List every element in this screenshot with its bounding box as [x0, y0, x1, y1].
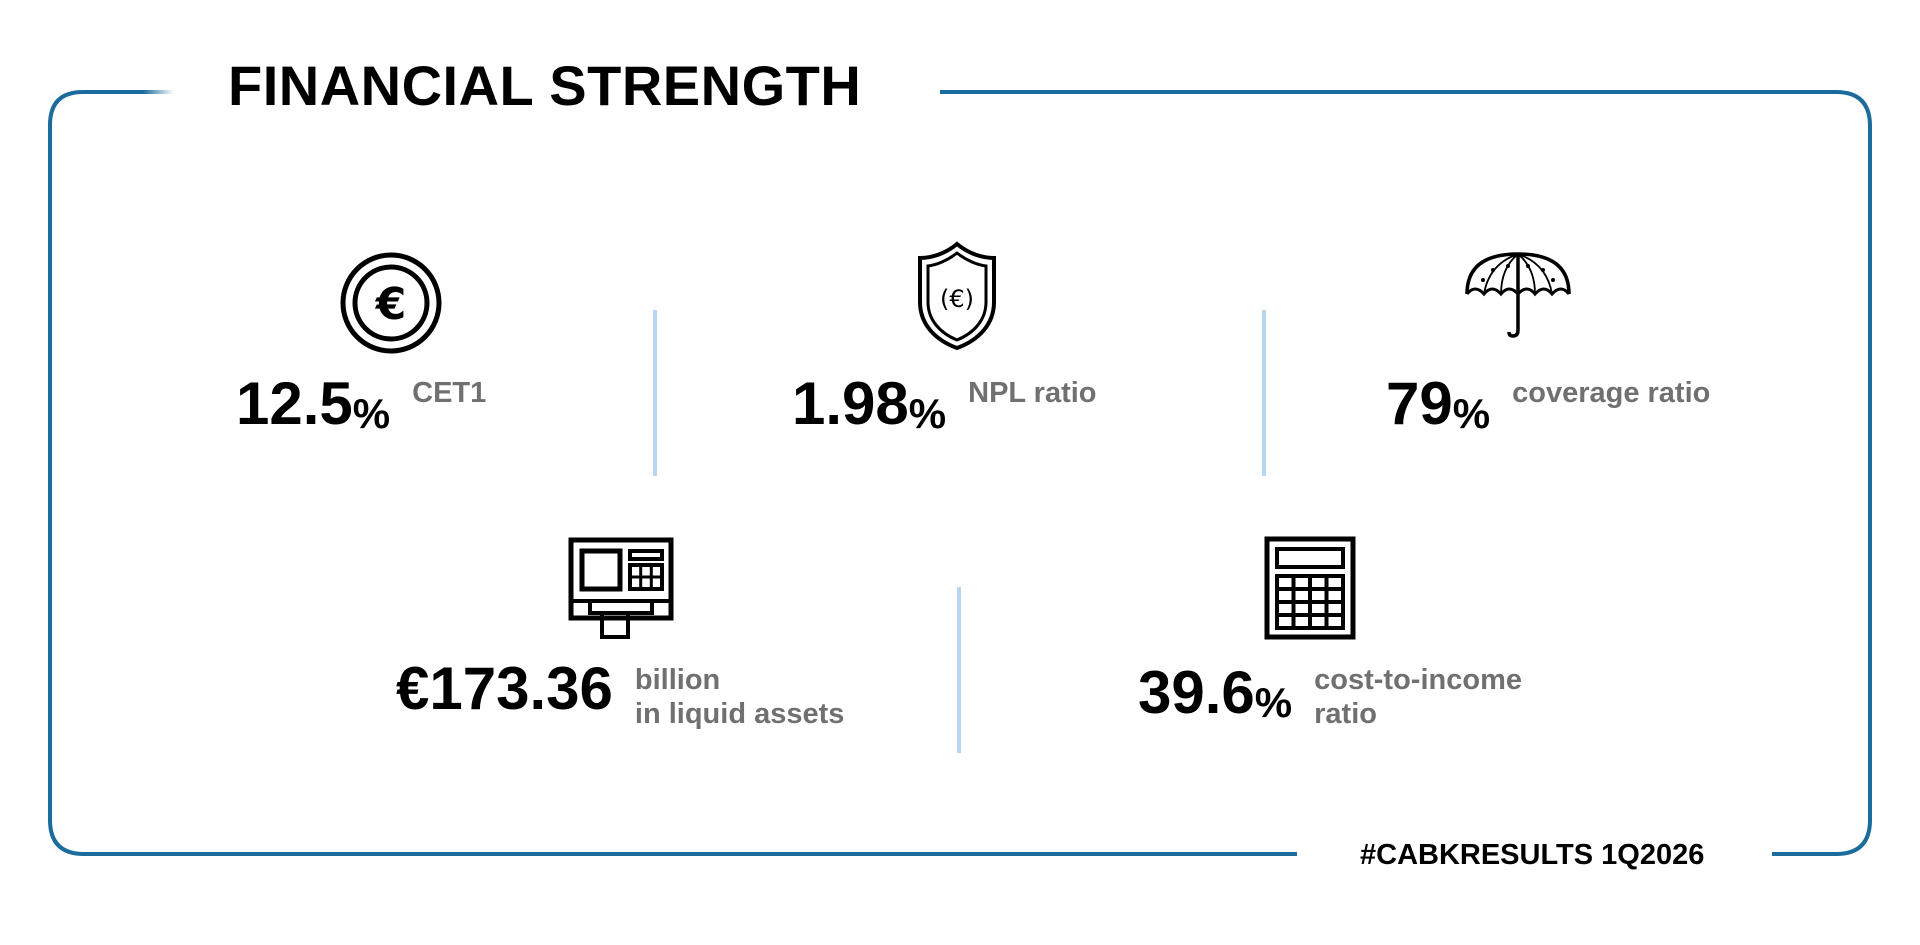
metric-label-line1: NPL ratio [968, 377, 1097, 409]
atm-machine-icon [568, 537, 674, 639]
svg-text:(€): (€) [940, 285, 974, 313]
metric-cost-to-income: 39.6 % cost-to-income ratio [1138, 663, 1522, 731]
umbrella-icon [1465, 252, 1571, 338]
metric-value: 1.98 [792, 370, 909, 437]
metric-label: billion in liquid assets [635, 663, 845, 731]
metric-label-line1: billion [634, 664, 721, 696]
metric-value: €173.36 [396, 655, 613, 722]
metric-value: 12.5 [236, 370, 353, 437]
metric-label: NPL ratio [968, 376, 1096, 410]
metric-label: coverage ratio [1512, 376, 1710, 410]
metric-label-line1: coverage ratio [1512, 377, 1711, 409]
page-title: FINANCIAL STRENGTH [228, 54, 862, 117]
metric-coverage-ratio: 79 % coverage ratio [1386, 374, 1710, 438]
metric-label: cost-to-income ratio [1314, 663, 1522, 731]
metric-label: CET1 [412, 376, 486, 410]
euro-shield-icon: (€) [918, 241, 996, 351]
metric-cet1: 12.5 % CET1 [236, 374, 486, 438]
calculator-icon [1264, 536, 1356, 640]
metric-value: 39.6 [1138, 659, 1255, 726]
hashtag-footer: #CABKRESULTS 1Q2026 [1360, 839, 1705, 871]
metric-label-line2: in liquid assets [634, 698, 845, 730]
metric-unit: % [352, 390, 391, 437]
metric-unit: % [1254, 679, 1293, 726]
metric-unit: % [1452, 390, 1491, 437]
metric-npl-ratio: 1.98 % NPL ratio [792, 374, 1097, 438]
divider-row2-center [957, 587, 961, 753]
svg-text:€: € [375, 279, 407, 330]
divider-row1-right [1262, 310, 1266, 476]
metric-unit: % [908, 390, 947, 437]
divider-row1-left [653, 310, 657, 476]
metric-label-line2: ratio [1314, 698, 1377, 730]
metric-value: 79 [1386, 370, 1453, 437]
euro-coin-icon: € [340, 252, 442, 354]
metric-liquid-assets: €173.36 billion in liquid assets [396, 659, 844, 731]
metric-label-line1: cost-to-income [1314, 664, 1522, 696]
metric-label-line1: CET1 [412, 377, 487, 409]
